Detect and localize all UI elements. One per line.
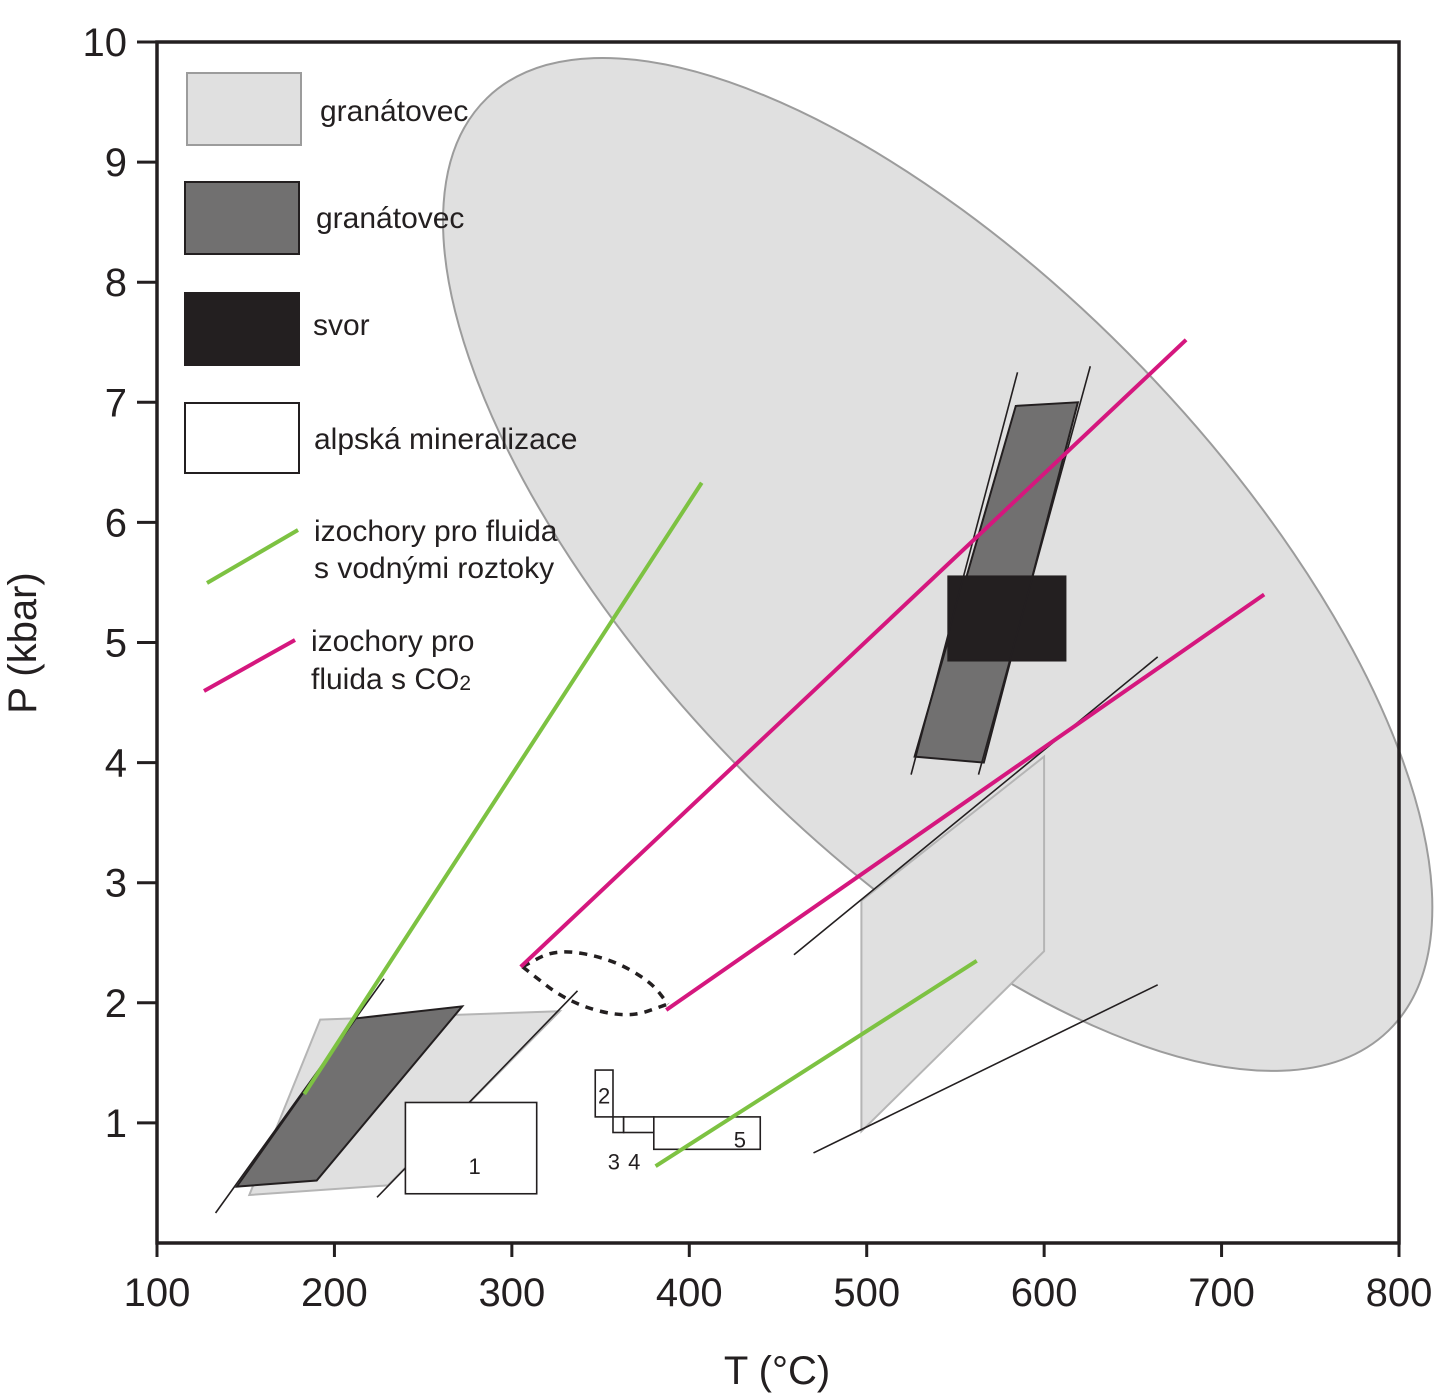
y-axis-title: P (kbar)	[1, 572, 45, 714]
legend-label-water-line1: izochory pro fluida	[314, 515, 558, 548]
y-tick-label-1: 1	[105, 1102, 127, 1146]
light-field-large-ellipse	[442, 56, 1434, 1072]
legend-label-alpine: alpská mineralizace	[314, 423, 577, 456]
x-tick-label-400: 400	[656, 1271, 723, 1315]
alpine-box-label-4: 4	[628, 1149, 640, 1174]
legend-swatch-black-field	[184, 292, 300, 366]
alpine-box-label-5: 5	[734, 1128, 746, 1153]
y-tick-label-9: 9	[105, 141, 127, 185]
legend-line-water-isochore	[205, 528, 300, 585]
dashed-lens-upper	[521, 950, 670, 1006]
alpine-box-label-2: 2	[598, 1083, 610, 1108]
legend-swatch-dark-field	[184, 181, 300, 255]
light-field-mid-parallelogram	[860, 754, 1046, 1134]
x-tick-label-500: 500	[833, 1271, 900, 1315]
x-tick-label-300: 300	[478, 1271, 545, 1315]
x-tick-label-100: 100	[124, 1271, 191, 1315]
legend-label-co2-text: fluida s CO	[311, 663, 459, 696]
legend-label-co2-line1: izochory pro	[311, 625, 474, 658]
y-axis: 1 2 3 4 5 6 7 8 9 10	[83, 21, 157, 1146]
y-tick-label-2: 2	[105, 982, 127, 1026]
y-tick-label-5: 5	[105, 622, 127, 666]
thin-line-3	[977, 366, 1092, 775]
y-tick-label-6: 6	[105, 501, 127, 545]
water-isochore-1	[302, 481, 704, 1096]
dashed-lens-lower	[521, 965, 669, 1017]
black-field-svor-box	[947, 575, 1067, 662]
x-tick-label-700: 700	[1188, 1271, 1255, 1315]
x-axis: 100 200 300 400 500 600 700 800	[124, 1243, 1433, 1315]
legend-swatch-open-box	[184, 402, 300, 474]
thin-line-4	[793, 656, 1159, 956]
x-tick-label-800: 800	[1366, 1271, 1433, 1315]
legend-label-svor: svor	[313, 309, 370, 342]
legend-label-co2-subscript: 2	[459, 672, 471, 695]
black-regions	[947, 575, 1067, 662]
co2-isochore-1	[519, 338, 1188, 969]
water-isochore-2	[654, 959, 978, 1168]
y-tick-label-4: 4	[105, 742, 127, 786]
co2-isochore-2	[665, 592, 1266, 1012]
alpine-box-3	[612, 1116, 625, 1134]
x-tick-label-200: 200	[301, 1271, 368, 1315]
legend-line-co2-isochore	[203, 638, 296, 693]
legend-swatch-light-field	[186, 72, 302, 146]
thin-line-6	[813, 984, 1159, 1154]
legend-label-light-field: granátovec	[320, 95, 468, 128]
x-tick-label-600: 600	[1011, 1271, 1078, 1315]
legend-label-dark-field: granátovec	[316, 202, 464, 235]
alpine-box-1	[404, 1101, 538, 1195]
thin-line-2	[910, 372, 1019, 775]
alpine-box-label-3: 3	[608, 1149, 620, 1174]
legend-label-water-line2: s vodnými roztoky	[314, 552, 554, 585]
alpine-box-label-1: 1	[468, 1154, 480, 1179]
legend-label-co2-line2: fluida s CO2	[311, 663, 471, 696]
alpine-box-4	[622, 1116, 655, 1134]
legend: granátovec granátovec svor alpská minera…	[184, 72, 577, 696]
y-tick-label-8: 8	[105, 261, 127, 305]
x-axis-title: T (°C)	[724, 1349, 830, 1393]
co2-isochores	[519, 338, 1266, 1012]
dashed-field	[521, 950, 670, 1017]
alpine-box-2	[594, 1069, 614, 1118]
y-tick-label-3: 3	[105, 862, 127, 906]
y-tick-label-10: 10	[83, 21, 128, 65]
water-isochores	[302, 481, 978, 1168]
y-tick-label-7: 7	[105, 381, 127, 425]
